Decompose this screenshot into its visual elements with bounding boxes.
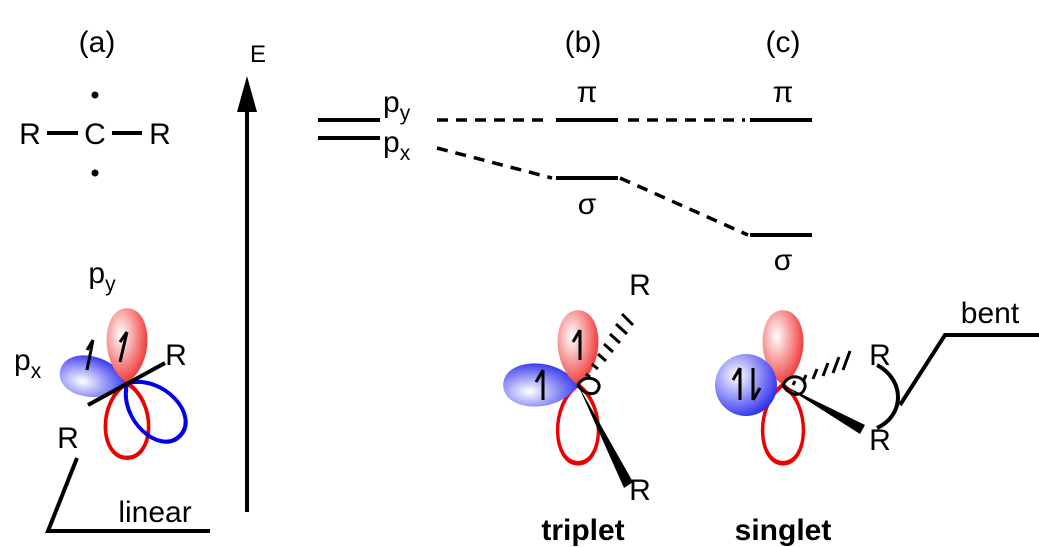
level-label: π <box>773 76 794 109</box>
substituent: R <box>869 339 891 372</box>
atom: R <box>19 118 41 151</box>
correlation <box>437 148 552 178</box>
triplet-carbene <box>503 310 633 488</box>
panel-label: (b) <box>565 26 602 59</box>
subscript: x <box>31 360 42 383</box>
atom: R <box>149 118 171 151</box>
substituent: R <box>629 474 651 507</box>
base: p <box>88 257 105 290</box>
substituent: R <box>165 339 187 372</box>
panel-label: (c) <box>766 26 801 59</box>
level-label: σ <box>578 188 597 221</box>
substituent: R <box>629 269 651 302</box>
level-label: σ <box>774 244 793 277</box>
state-label: singlet <box>735 514 832 547</box>
panel-label: (a) <box>79 26 116 59</box>
geometry-label: bent <box>961 297 1020 330</box>
level-label: π <box>577 76 598 109</box>
atom: C <box>84 118 106 151</box>
subscript: y <box>400 102 411 125</box>
correlation <box>620 178 748 235</box>
substituent: R <box>869 424 891 457</box>
arrow-head <box>237 76 257 112</box>
base: p <box>383 126 400 159</box>
electron-dot <box>92 92 99 99</box>
base: p <box>383 86 400 119</box>
subscript: y <box>105 273 116 296</box>
geometry-label: linear <box>118 496 191 529</box>
orbital-label: px <box>14 344 42 383</box>
base: p <box>14 344 31 377</box>
diagram: (a) (b) (c) E R C R py px π π σ σ py px … <box>0 0 1039 547</box>
orbital-label: py <box>88 257 116 296</box>
energy-label: E <box>250 41 266 68</box>
orbital-label: py <box>383 86 411 125</box>
electron-dot <box>92 170 99 177</box>
orbital-label: px <box>383 126 411 165</box>
substituent: R <box>57 422 79 455</box>
state-label: triplet <box>541 514 624 547</box>
subscript: x <box>400 142 411 165</box>
